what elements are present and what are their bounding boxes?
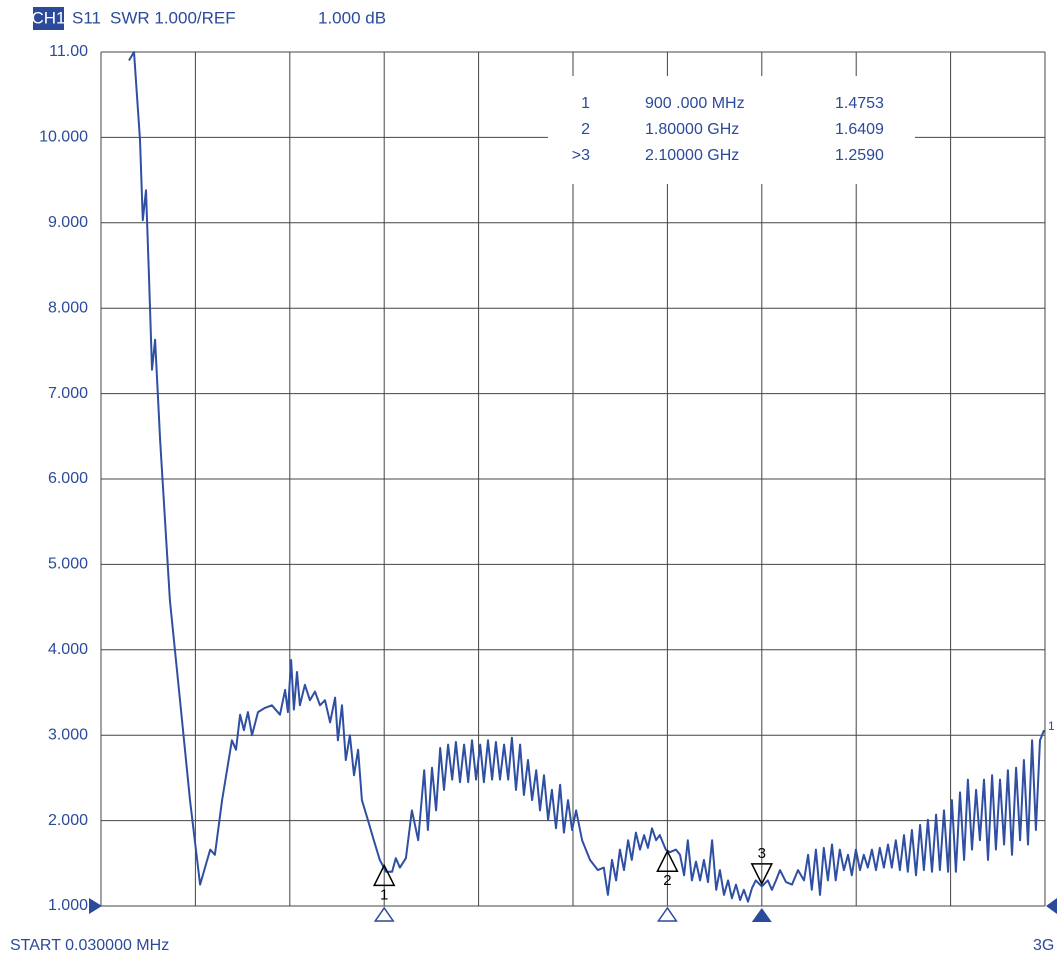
y-tick-label: 11.00 [49,43,88,60]
marker [372,863,396,887]
marker [656,849,679,873]
marker-table-id: 2 [581,121,590,138]
grid [100,51,1046,907]
y-tick-label: 4.000 [48,641,88,658]
marker-x-indicator [373,906,395,922]
marker-x-indicator [656,906,678,922]
y-tick-label: 7.000 [48,385,88,402]
marker-table-value: 1.4753 [835,95,884,112]
y-tick-label: 3.000 [48,726,88,743]
y-tick-label: 5.000 [48,556,88,573]
format: SWR 1.000/REF [110,8,236,27]
marker-table-id: >3 [572,147,590,164]
marker-label: 2 [663,872,671,889]
marker-table-freq: 2.10000 GHz [645,147,739,164]
trace-end-label: 1 [1048,719,1055,733]
marker-label: 1 [380,886,388,903]
marker-table-id: 1 [581,95,590,112]
y-tick-label: 6.000 [48,470,88,487]
x-start-label: START 0.030000 MHz [10,937,169,954]
y-tick-label: 9.000 [48,214,88,231]
trace [128,51,1046,903]
marker-table-bg [548,76,915,184]
plot: 1 1 1 900 .000 MHz 1.4753 2 2 1.80000 GHz 1.6409… [128,51,1055,922]
ref-arrow [89,898,102,914]
marker-table-value: 1.6409 [835,121,884,138]
scale: 1.000 dB [318,8,386,27]
y-tick-label: 10.000 [39,129,88,146]
channel: CH1 [31,8,65,27]
marker-label: 3 [758,845,766,862]
marker-table-freq: 900 .000 MHz [645,95,745,112]
marker [750,863,774,886]
marker-x-indicator [751,908,772,922]
marker-table-value: 1.2590 [835,147,884,164]
x-stop-label: 3G [1033,937,1054,954]
y-tick-label: 8.000 [48,299,88,316]
marker-table-freq: 1.80000 GHz [645,121,739,138]
channel-badge [33,7,64,30]
y-tick-label: 1.000 [48,897,88,914]
ref-arrow [1046,898,1057,914]
y-tick-label: 2.000 [48,812,88,829]
parameter: S11 [72,8,101,27]
